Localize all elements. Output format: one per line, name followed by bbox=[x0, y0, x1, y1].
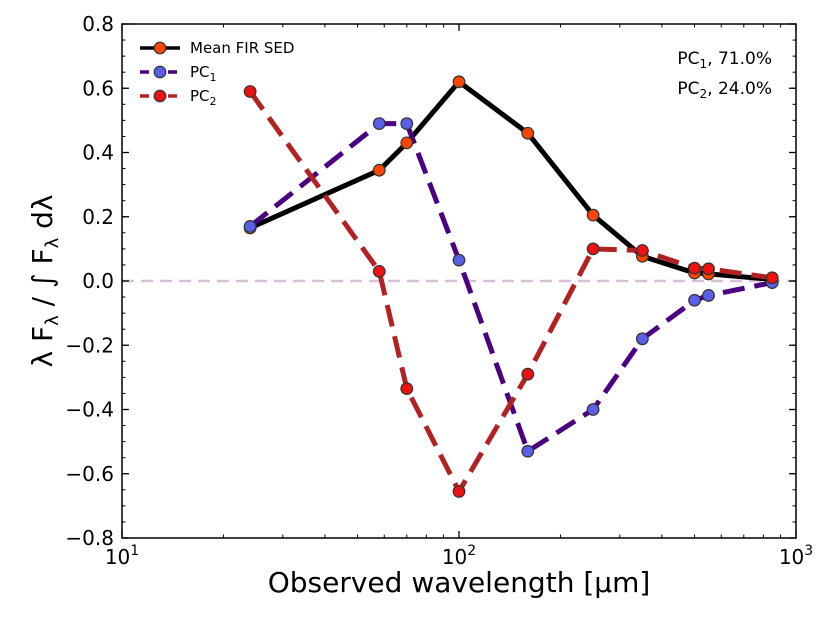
legend-label-pc2: PC2 bbox=[190, 87, 217, 108]
data-point-mean-fir-sed bbox=[521, 126, 535, 140]
series-line-pc1 bbox=[248, 121, 773, 454]
y-axis-title: λ Fλ / ∫ Fλ dλ bbox=[26, 195, 63, 368]
y-tick-label: 0.4 bbox=[82, 141, 114, 165]
data-point-pc1 bbox=[243, 219, 257, 233]
data-point-pc2 bbox=[400, 382, 414, 396]
legend-marker bbox=[153, 65, 167, 79]
y-tick-label: −0.6 bbox=[65, 462, 114, 486]
legend-marker bbox=[153, 89, 167, 103]
y-tick-label: 0.8 bbox=[82, 12, 114, 36]
data-point-mean-fir-sed bbox=[452, 75, 466, 89]
legend-label-mean-fir-sed: Mean FIR SED bbox=[190, 39, 294, 57]
y-tick-label: −0.4 bbox=[65, 398, 114, 422]
data-point-pc2 bbox=[586, 242, 600, 256]
data-point-pc2 bbox=[688, 261, 701, 275]
y-tick-label: 0.2 bbox=[82, 205, 114, 229]
legend-label-pc1: PC1 bbox=[190, 63, 217, 84]
data-point-pc1 bbox=[521, 444, 535, 458]
data-point-pc2 bbox=[635, 244, 649, 257]
data-point-pc1 bbox=[635, 332, 649, 346]
data-point-mean-fir-sed bbox=[586, 208, 600, 222]
data-point-pc2 bbox=[702, 262, 715, 276]
data-point-pc1 bbox=[452, 253, 466, 267]
y-tick-label: −0.8 bbox=[65, 526, 114, 550]
series-line-mean-fir-sed bbox=[249, 79, 773, 282]
data-point-pc1 bbox=[372, 117, 386, 130]
y-tick-label: 0.0 bbox=[82, 269, 114, 293]
y-tick-label: 0.6 bbox=[82, 76, 114, 100]
x-axis-title: Observed wavelength [μm] bbox=[268, 566, 651, 599]
data-point-pc2 bbox=[521, 367, 535, 381]
x-tick-label: 101 bbox=[105, 543, 139, 569]
data-point-pc1 bbox=[586, 403, 600, 416]
x-tick-label: 102 bbox=[442, 543, 476, 569]
data-point-pc2 bbox=[452, 485, 466, 498]
series-line-pc2 bbox=[248, 90, 773, 494]
annotation-variance-1: PC1, 71.0% bbox=[677, 49, 772, 71]
data-point-pc1 bbox=[400, 117, 414, 130]
y-tick-label: −0.2 bbox=[65, 333, 114, 357]
x-tick-label: 103 bbox=[779, 543, 813, 569]
data-point-pc1 bbox=[688, 293, 701, 307]
data-point-pc2 bbox=[765, 271, 779, 285]
legend-marker bbox=[153, 41, 167, 55]
data-point-pc2 bbox=[372, 264, 386, 278]
data-point-mean-fir-sed bbox=[400, 136, 414, 150]
data-point-pc2 bbox=[243, 85, 257, 98]
data-point-mean-fir-sed bbox=[372, 163, 386, 177]
data-point-pc1 bbox=[702, 289, 715, 302]
annotation-variance-2: PC2, 24.0% bbox=[677, 79, 772, 101]
